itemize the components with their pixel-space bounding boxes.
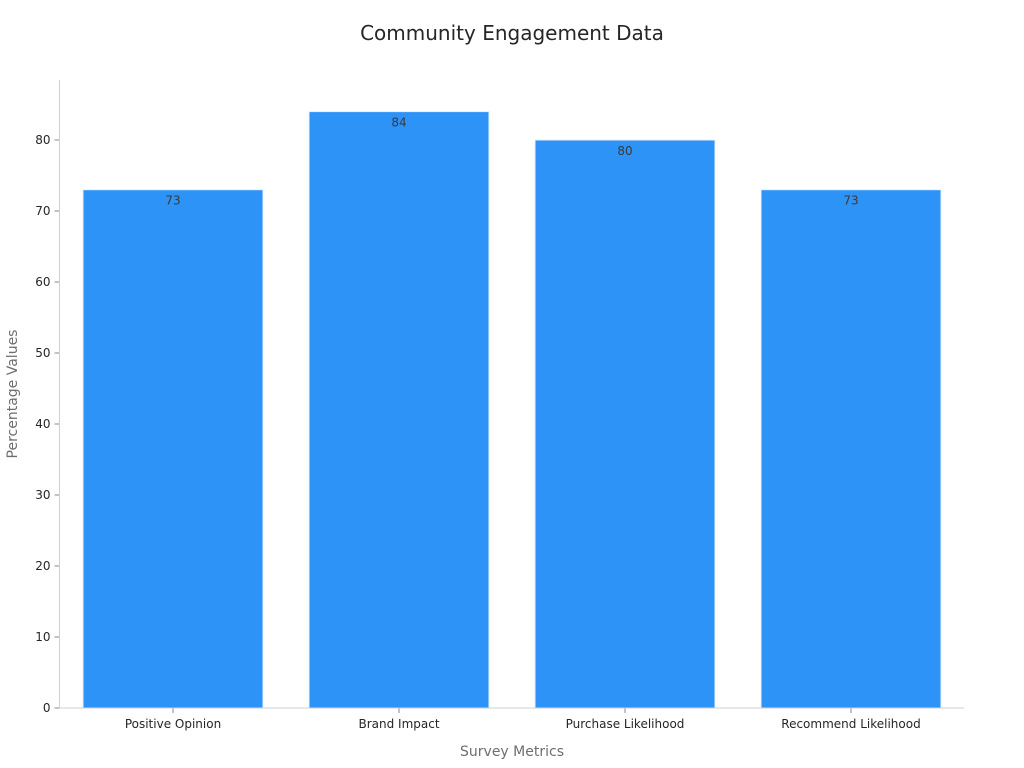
bar-brand-impact <box>308 111 490 709</box>
y-axis-title: Percentage Values <box>5 330 21 459</box>
x-axis-title: Survey Metrics <box>460 744 564 760</box>
bar-recommend-likelihood <box>760 189 942 709</box>
x-tick-label-recommend-likelihood: Recommend Likelihood <box>781 717 920 731</box>
bar-positive-opinion <box>82 189 264 709</box>
y-tick-label-40: 40 <box>35 417 50 431</box>
x-tick-label-positive-opinion: Positive Opinion <box>125 717 221 731</box>
x-axis-ticks: Positive Opinion Brand Impact Purchase Lik… <box>125 708 921 731</box>
data-label-purchase-likelihood: 80 <box>617 144 632 158</box>
bars-group: 73 84 80 73 <box>82 111 942 709</box>
chart-title: Community Engagement Data <box>360 21 664 45</box>
x-tick-label-brand-impact: Brand Impact <box>358 717 439 731</box>
x-tick-label-purchase-likelihood: Purchase Likelihood <box>566 717 685 731</box>
y-tick-label-20: 20 <box>35 559 50 573</box>
bar-purchase-likelihood <box>534 139 716 709</box>
data-label-recommend-likelihood: 73 <box>843 194 858 208</box>
y-axis-ticks: 0 10 20 30 40 50 60 70 80 <box>35 133 60 715</box>
y-tick-label-30: 30 <box>35 488 50 502</box>
y-tick-label-80: 80 <box>35 133 50 147</box>
y-tick-label-0: 0 <box>43 701 51 715</box>
y-tick-label-70: 70 <box>35 204 50 218</box>
y-tick-label-10: 10 <box>35 630 50 644</box>
data-label-brand-impact: 84 <box>391 116 406 130</box>
y-tick-label-60: 60 <box>35 275 50 289</box>
y-tick-label-50: 50 <box>35 346 50 360</box>
data-label-positive-opinion: 73 <box>165 194 180 208</box>
